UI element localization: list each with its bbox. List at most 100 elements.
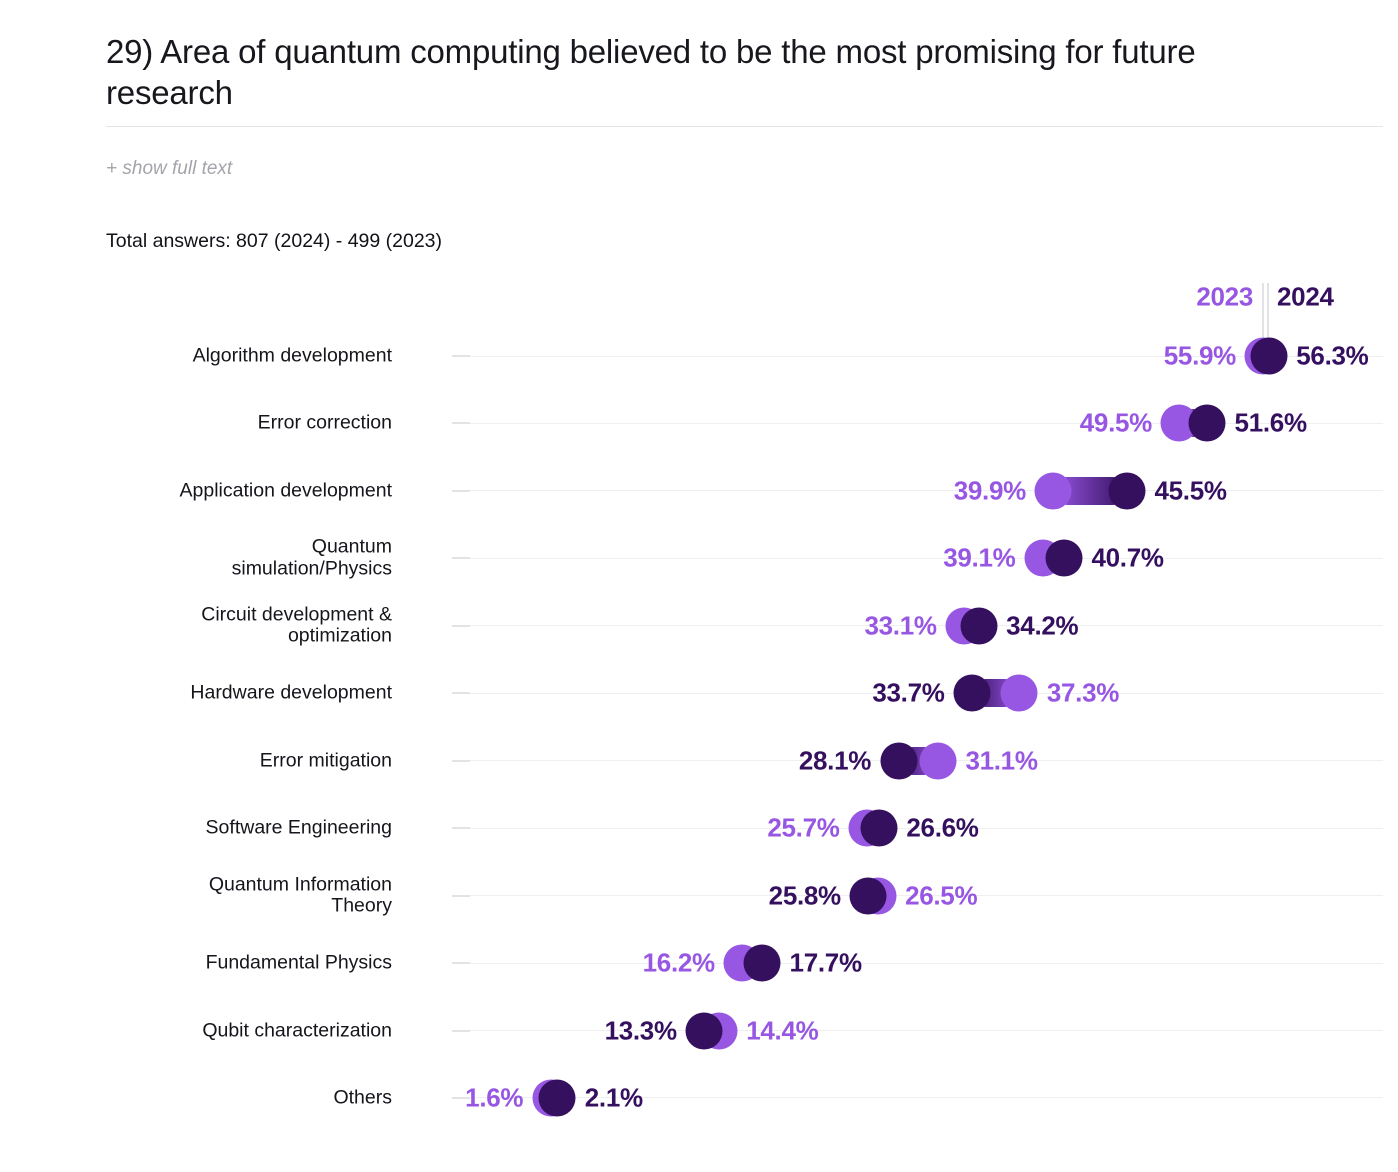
- gridline: [452, 1030, 1383, 1031]
- category-label-line: Quantum: [311, 535, 392, 558]
- page-title-line: 29) Area of quantum computing believed t…: [106, 33, 1196, 70]
- gridline: [452, 692, 1383, 694]
- value-label-2024: 34.2%: [1006, 610, 1079, 641]
- category-label: Others: [100, 1087, 392, 1109]
- category-label-line: Software Engineering: [205, 816, 392, 839]
- category-label: Quantum Information Theory: [100, 874, 392, 917]
- dot-2024[interactable]: [849, 877, 887, 915]
- category-label: Application development: [100, 480, 392, 502]
- category-label-line: Circuit development &: [201, 603, 392, 626]
- axis-tick: [452, 355, 470, 357]
- show-full-text-link[interactable]: + show full text: [106, 158, 233, 179]
- value-label-2024: 51.6%: [1234, 407, 1308, 438]
- value-label-2023: 16.2%: [642, 947, 716, 978]
- axis-tick: [452, 962, 470, 965]
- axis-tick: [452, 759, 470, 762]
- value-label-2024: 17.7%: [789, 947, 863, 978]
- value-label-2024: 28.1%: [798, 745, 872, 776]
- category-label: Qubit characterization: [100, 1018, 392, 1042]
- category-label-line: Fundamental Physics: [205, 951, 392, 974]
- axis-tick: [452, 894, 470, 897]
- category-label-line: optimization: [287, 624, 392, 647]
- value-label-2024: 13.3%: [604, 1015, 678, 1045]
- dot-2024[interactable]: [1188, 404, 1226, 442]
- category-label: Circuit development & optimization: [100, 604, 392, 647]
- value-label-2023: 26.5%: [905, 880, 978, 911]
- page-title: 29) Area of quantum computing believed t…: [106, 31, 1376, 113]
- category-label-line: Error mitigation: [259, 748, 392, 771]
- title-divider: [106, 126, 1383, 127]
- value-label-2023: 14.4%: [746, 1015, 819, 1045]
- category-label: Software Engineering: [100, 817, 392, 839]
- axis-tick: [452, 489, 470, 492]
- category-label-line: Hardware development: [190, 681, 392, 704]
- category-label-line: Theory: [331, 894, 392, 917]
- value-label-2024: 2.1%: [584, 1082, 643, 1113]
- value-label-2023: 1.6%: [465, 1082, 524, 1113]
- category-label-line: Qubit characterization: [202, 1018, 392, 1041]
- value-label-2024: 40.7%: [1091, 542, 1164, 573]
- axis-tick: [452, 827, 470, 830]
- value-label-2023: 25.7%: [767, 812, 840, 843]
- value-label-2023: 33.1%: [864, 610, 937, 641]
- dot-2023[interactable]: [1000, 674, 1038, 712]
- gridline: [452, 422, 1383, 424]
- category-label-line: Application development: [179, 479, 392, 502]
- category-label: Error mitigation: [100, 748, 392, 772]
- value-label-2023: 39.1%: [943, 542, 1016, 573]
- dot-2024[interactable]: [960, 607, 998, 645]
- category-label-line: Others: [333, 1086, 392, 1109]
- dot-2023[interactable]: [1034, 472, 1072, 510]
- dot-2024[interactable]: [538, 1079, 576, 1117]
- dot-2024[interactable]: [743, 944, 781, 982]
- category-label: Error correction: [100, 411, 392, 435]
- category-label-line: Quantum Information: [208, 873, 392, 896]
- value-label-2024: 33.7%: [872, 677, 945, 708]
- dot-2023[interactable]: [919, 742, 957, 780]
- axis-tick: [452, 1029, 470, 1032]
- gridline: [452, 962, 1383, 964]
- dot-2024[interactable]: [1108, 472, 1146, 510]
- axis-tick: [452, 692, 470, 695]
- gridline: [452, 625, 1383, 627]
- gridline: [452, 490, 1383, 492]
- value-label-2024: 25.8%: [768, 880, 842, 911]
- category-label: Fundamental Physics: [100, 952, 392, 974]
- legend-2024-label: 2024: [1277, 281, 1334, 312]
- dot-2024[interactable]: [860, 809, 898, 847]
- category-label-line: Error correction: [257, 411, 392, 434]
- dot-2024[interactable]: [953, 674, 991, 712]
- gridline: [452, 1097, 1383, 1099]
- legend-divider-line: [1262, 283, 1264, 338]
- page-title-line: research: [106, 74, 233, 111]
- legend-divider-line: [1267, 283, 1269, 338]
- value-label-2023: 55.9%: [1163, 340, 1237, 371]
- category-label-line: simulation/Physics: [231, 557, 392, 580]
- dot-2024[interactable]: [880, 742, 918, 780]
- value-label-2023: 37.3%: [1046, 677, 1120, 708]
- gridline: [452, 895, 1383, 897]
- gridline: [452, 557, 1383, 559]
- dot-2024[interactable]: [685, 1012, 723, 1049]
- value-label-2024: 26.6%: [906, 812, 979, 843]
- value-label-2023: 31.1%: [965, 745, 1038, 776]
- legend-2023-label: 2023: [1196, 281, 1253, 312]
- category-label: Quantum simulation/Physics: [100, 535, 392, 580]
- axis-tick: [452, 557, 470, 560]
- category-label-line: Algorithm development: [192, 344, 392, 367]
- category-label: Hardware development: [100, 681, 392, 705]
- value-label-2024: 45.5%: [1154, 475, 1227, 506]
- value-label-2023: 39.9%: [953, 475, 1027, 506]
- axis-tick: [452, 1096, 470, 1099]
- dot-2024[interactable]: [1045, 539, 1083, 577]
- axis-tick: [452, 422, 470, 425]
- dot-2024[interactable]: [1250, 337, 1288, 375]
- total-answers: Total answers: 807 (2024) - 499 (2023): [106, 230, 443, 252]
- value-label-2024: 56.3%: [1296, 340, 1369, 371]
- axis-tick: [452, 624, 470, 627]
- gridline: [452, 827, 1383, 829]
- category-label: Algorithm development: [100, 345, 392, 367]
- gridline: [452, 355, 1383, 357]
